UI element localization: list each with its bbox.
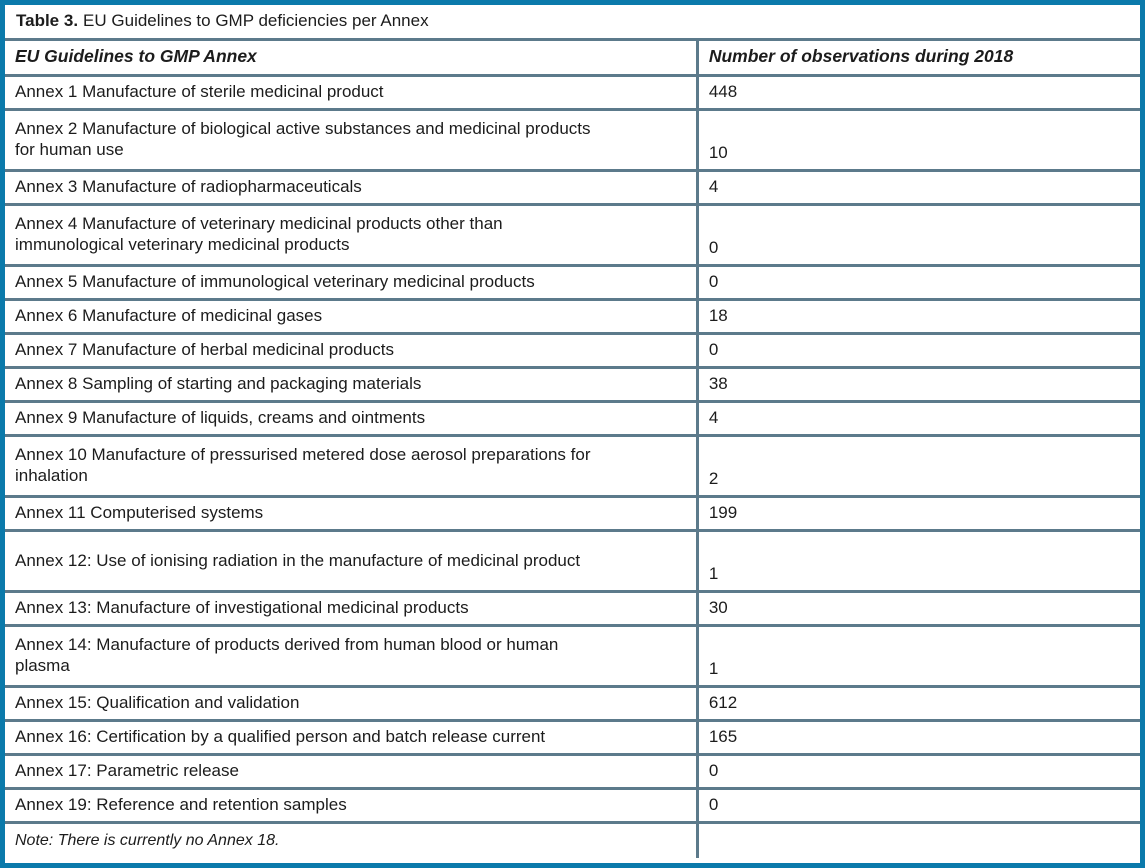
table-row: Annex 4 Manufacture of veterinary medici… <box>5 202 1140 267</box>
table-row: Annex 16: Certification by a qualified p… <box>5 718 1140 756</box>
annex-label: Annex 13: Manufacture of investigational… <box>15 598 469 617</box>
table-row: Annex 6 Manufacture of medicinal gases 1… <box>5 297 1140 335</box>
observation-value: 2 <box>708 468 719 488</box>
annex-label: Annex 8 Sampling of starting and packagi… <box>15 374 422 393</box>
annex-label: Annex 9 Manufacture of liquids, creams a… <box>15 408 426 427</box>
table-row: Annex 13: Manufacture of investigational… <box>5 589 1140 627</box>
annex-label: Annex 17: Parametric release <box>15 761 239 780</box>
observation-value: 165 <box>708 726 738 746</box>
table-note-row: Note: There is currently no Annex 18. <box>5 820 1140 858</box>
table-row: Annex 2 Manufacture of biological active… <box>5 107 1140 172</box>
observation-value: 38 <box>708 373 728 393</box>
note-empty-cell <box>695 820 1140 858</box>
annex-label: Annex 5 Manufacture of immunological vet… <box>15 272 535 291</box>
table-row: Annex 1 Manufacture of sterile medicinal… <box>5 73 1140 111</box>
table-row: Annex 10 Manufacture of pressurised mete… <box>5 433 1140 498</box>
annex-label: Annex 10 Manufacture of pressurised mete… <box>15 445 591 485</box>
table-row: Annex 8 Sampling of starting and packagi… <box>5 365 1140 403</box>
annex-label: Annex 7 Manufacture of herbal medicinal … <box>15 340 394 359</box>
observation-value: 0 <box>708 760 719 780</box>
annex-label: Annex 16: Certification by a qualified p… <box>15 727 546 746</box>
table-title-text: EU Guidelines to GMP deficiencies per An… <box>83 11 429 31</box>
table-row: Annex 3 Manufacture of radiopharmaceutic… <box>5 168 1140 206</box>
table-row: Annex 7 Manufacture of herbal medicinal … <box>5 331 1140 369</box>
observation-value: 4 <box>708 407 719 427</box>
table-caption: Table 3. EU Guidelines to GMP deficiencie… <box>5 5 1140 41</box>
observation-value: 30 <box>708 597 728 617</box>
column-header-annex: EU Guidelines to GMP Annex <box>5 37 699 77</box>
observation-value: 0 <box>708 237 719 257</box>
annex-label: Annex 6 Manufacture of medicinal gases <box>15 306 323 325</box>
table-row: Annex 11 Computerised systems 199 <box>5 494 1140 532</box>
observation-value: 448 <box>708 81 738 101</box>
table-row: Annex 15: Qualification and validation 6… <box>5 684 1140 722</box>
observation-value: 0 <box>708 339 719 359</box>
note-text: Note: There is currently no Annex 18. <box>5 820 699 858</box>
annex-label: Annex 11 Computerised systems <box>15 503 264 522</box>
annex-label: Annex 4 Manufacture of veterinary medici… <box>15 214 503 254</box>
annex-label: Annex 14: Manufacture of products derive… <box>15 635 559 675</box>
annex-label: Annex 3 Manufacture of radiopharmaceutic… <box>15 177 362 196</box>
observation-value: 1 <box>708 563 719 583</box>
annex-label: Annex 2 Manufacture of biological active… <box>15 119 591 159</box>
table-caption-row: Table 3. EU Guidelines to GMP deficiencie… <box>5 5 1140 41</box>
gmp-deficiencies-table: Table 3. EU Guidelines to GMP deficiencie… <box>5 5 1140 858</box>
table-row: Annex 9 Manufacture of liquids, creams a… <box>5 399 1140 437</box>
observation-value: 1 <box>708 658 719 678</box>
column-header-observations: Number of observations during 2018 <box>695 37 1140 77</box>
table-row: Annex 17: Parametric release 0 <box>5 752 1140 790</box>
observation-value: 199 <box>708 502 738 522</box>
table-row: Annex 14: Manufacture of products derive… <box>5 623 1140 688</box>
annex-label: Annex 1 Manufacture of sterile medicinal… <box>15 82 384 101</box>
annex-label: Annex 15: Qualification and validation <box>15 693 300 712</box>
annex-label: Annex 12: Use of ionising radiation in t… <box>15 550 581 570</box>
table-row: Annex 5 Manufacture of immunological vet… <box>5 263 1140 301</box>
observation-value: 0 <box>708 271 719 291</box>
table-number: Table 3. <box>16 11 79 31</box>
annex-label: Annex 19: Reference and retention sample… <box>15 795 347 814</box>
observation-value: 0 <box>708 794 719 814</box>
table-header-row: EU Guidelines to GMP Annex Number of obs… <box>5 37 1140 77</box>
observation-value: 10 <box>708 142 728 162</box>
observation-value: 4 <box>708 176 719 196</box>
observation-value: 612 <box>708 692 738 712</box>
observation-value: 18 <box>708 305 728 325</box>
table-row: Annex 19: Reference and retention sample… <box>5 786 1140 824</box>
table-row: Annex 12: Use of ionising radiation in t… <box>5 528 1140 593</box>
